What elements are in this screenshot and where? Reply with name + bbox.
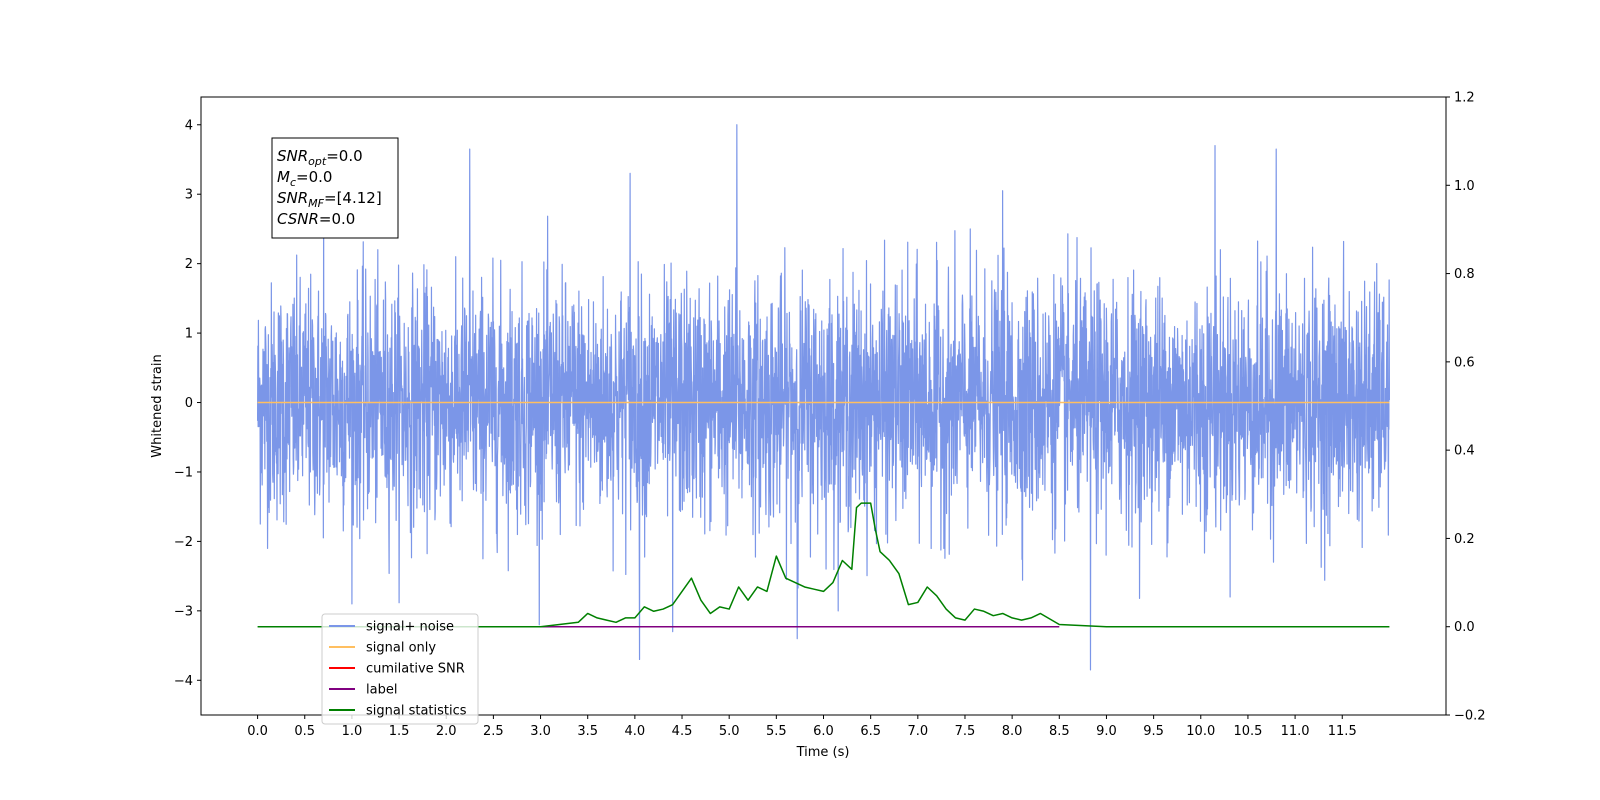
- x-tick-label: 9.0: [1096, 724, 1117, 739]
- x-tick-label: 11.0: [1281, 724, 1310, 739]
- annotation-line: Mc=0.0: [277, 168, 332, 189]
- series-line-signal-noise: [256, 124, 1391, 671]
- annotation-value: =[4.12]: [324, 189, 382, 207]
- y-tick-label: −4: [174, 674, 193, 689]
- x-axis: 0.0 0.5 1.0 1.5 2.0 2.5 3.0 3.5 4.0 4.5 5.0 5.5 6.0 6…: [247, 715, 1357, 739]
- y2-tick-label: 0.2: [1454, 532, 1475, 547]
- annotation-subscript: opt: [308, 155, 327, 168]
- x-tick-label: 0.5: [294, 724, 315, 739]
- annotation-value: =0.0: [319, 210, 355, 228]
- legend-items: signal+ noise signal only cumilative SNR la…: [329, 620, 467, 719]
- y-axis-left: 4 3 2 1 0 −1 −2 −3 −4: [174, 118, 201, 689]
- annotation-symbol: SNR: [277, 189, 308, 207]
- series-layer: [256, 124, 1391, 671]
- x-axis-label: Time (s): [796, 745, 850, 760]
- y-tick-label: 0: [185, 396, 193, 411]
- legend-label: cumilative SNR: [366, 662, 465, 677]
- legend-label: label: [366, 683, 397, 698]
- y-tick-label: −2: [174, 535, 193, 550]
- x-tick-label: 2.0: [436, 724, 457, 739]
- y2-tick-label: 0.6: [1454, 355, 1475, 370]
- y-tick-label: −3: [174, 604, 193, 619]
- y-axis-right: 1.2 1.0 0.8 0.6 0.4 0.2 0.0 −0.2: [1446, 91, 1486, 724]
- y2-tick-label: −0.2: [1454, 709, 1486, 724]
- x-tick-label: 3.5: [577, 724, 598, 739]
- x-tick-label: 8.5: [1049, 724, 1070, 739]
- y-tick-label: −1: [174, 465, 193, 480]
- y2-tick-label: 0.4: [1454, 444, 1475, 459]
- annotation-subscript: MF: [308, 197, 324, 210]
- y2-tick-label: 0.8: [1454, 267, 1475, 282]
- y-tick-label: 4: [185, 118, 193, 133]
- y-tick-label: 1: [185, 327, 193, 342]
- y2-tick-label: 1.2: [1454, 91, 1475, 106]
- y2-tick-label: 1.0: [1454, 179, 1475, 194]
- x-tick-label: 11.5: [1328, 724, 1357, 739]
- x-tick-label: 4.0: [625, 724, 646, 739]
- x-tick-label: 6.5: [860, 724, 881, 739]
- y-tick-label: 3: [185, 188, 193, 203]
- x-tick-label: 0.0: [247, 724, 268, 739]
- x-tick-label: 10.0: [1186, 724, 1215, 739]
- x-tick-label: 1.0: [342, 724, 363, 739]
- annotation-subscript: c: [290, 176, 296, 189]
- y-tick-label: 2: [185, 257, 193, 272]
- annotation-symbol: M: [277, 168, 290, 186]
- x-tick-label: 2.5: [483, 724, 504, 739]
- x-tick-label: 8.0: [1002, 724, 1023, 739]
- x-tick-label: 7.5: [955, 724, 976, 739]
- legend-label: signal only: [366, 641, 436, 656]
- legend-label: signal statistics: [366, 704, 467, 719]
- x-tick-label: 7.0: [907, 724, 928, 739]
- x-tick-label: 5.0: [719, 724, 740, 739]
- x-tick-label: 3.0: [530, 724, 551, 739]
- x-tick-label: 5.5: [766, 724, 787, 739]
- x-tick-label: 6.0: [813, 724, 834, 739]
- legend: signal+ noise signal only cumilative SNR la…: [321, 613, 479, 725]
- annotation-value: =0.0: [326, 147, 362, 165]
- annotation-value: =0.0: [296, 168, 332, 186]
- annotation-symbol: CSNR: [277, 210, 319, 228]
- legend-label: signal+ noise: [366, 620, 454, 635]
- annotation-frame: [271, 137, 399, 239]
- annotation-symbol: SNR: [277, 147, 308, 165]
- annotation-line: SNRMF=[4.12]: [277, 189, 382, 210]
- x-tick-label: 10.5: [1233, 724, 1262, 739]
- annotation-line: CSNR=0.0: [277, 210, 355, 228]
- annotation-line: SNRopt=0.0: [277, 147, 363, 168]
- y-axis-label: Whitened strain: [150, 354, 165, 457]
- x-tick-label: 1.5: [389, 724, 410, 739]
- x-tick-label: 9.5: [1143, 724, 1164, 739]
- x-tick-label: 4.5: [672, 724, 693, 739]
- legend-frame: [321, 613, 479, 725]
- y2-tick-label: 0.0: [1454, 620, 1475, 635]
- series-line-signal-statistics: [257, 502, 1390, 628]
